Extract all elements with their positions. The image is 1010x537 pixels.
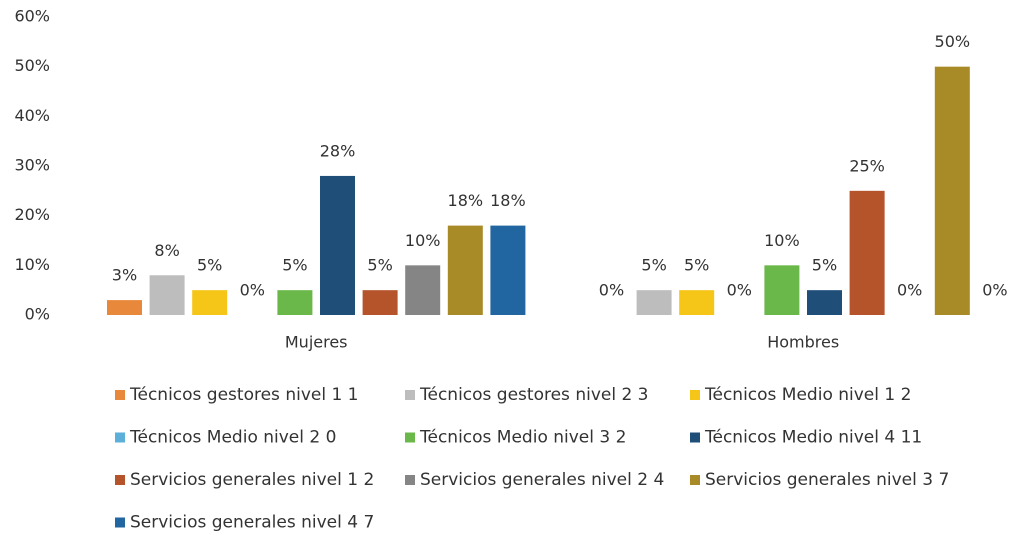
y-tick-label: 20% bbox=[14, 205, 50, 224]
legend-marker bbox=[405, 390, 415, 400]
legend-label: Técnicos Medio nivel 4 11 bbox=[704, 428, 922, 448]
data-label: 5% bbox=[367, 256, 392, 275]
legend-marker bbox=[115, 475, 125, 485]
legend-marker bbox=[690, 432, 700, 443]
data-label: 0% bbox=[599, 281, 624, 300]
bar bbox=[362, 290, 398, 315]
y-tick-label: 60% bbox=[14, 7, 50, 26]
bar bbox=[107, 300, 142, 315]
legend-marker bbox=[690, 475, 700, 485]
data-label: 5% bbox=[197, 256, 222, 275]
legend-label: Técnicos Medio nivel 1 2 bbox=[704, 385, 911, 405]
legend-marker bbox=[405, 475, 415, 485]
data-label: 0% bbox=[897, 281, 922, 300]
bar bbox=[807, 290, 842, 315]
bar bbox=[849, 190, 885, 315]
data-label: 10% bbox=[405, 231, 441, 250]
legend-marker bbox=[115, 390, 125, 400]
legend-label: Servicios generales nivel 3 7 bbox=[705, 470, 949, 490]
y-tick-label: 10% bbox=[14, 255, 50, 274]
data-label: 5% bbox=[684, 256, 709, 275]
bar bbox=[764, 265, 800, 315]
y-tick-label: 40% bbox=[14, 106, 50, 125]
legend-marker bbox=[115, 517, 125, 528]
legend-label: Servicios generales nivel 2 4 bbox=[420, 470, 664, 490]
bar bbox=[277, 290, 313, 315]
data-label: 5% bbox=[812, 256, 837, 275]
bar bbox=[405, 265, 441, 315]
bar bbox=[636, 290, 672, 315]
data-label: 10% bbox=[764, 231, 800, 250]
bar bbox=[490, 225, 526, 315]
y-tick-label: 30% bbox=[14, 156, 50, 175]
legend-label: Técnicos Medio nivel 2 0 bbox=[129, 428, 336, 448]
legend-marker bbox=[690, 390, 700, 400]
legend-label: Servicios generales nivel 1 2 bbox=[130, 470, 374, 490]
data-label: 0% bbox=[982, 281, 1007, 300]
bar bbox=[320, 175, 355, 315]
bar bbox=[192, 290, 228, 315]
data-label: 0% bbox=[240, 281, 265, 300]
x-tick-label: Mujeres bbox=[285, 333, 348, 352]
data-label: 18% bbox=[448, 191, 484, 210]
y-tick-label: 0% bbox=[25, 305, 50, 324]
legend-label: Técnicos gestores nivel 2 3 bbox=[419, 385, 649, 405]
data-label: 28% bbox=[320, 141, 356, 160]
bar bbox=[149, 275, 185, 315]
data-label: 25% bbox=[849, 156, 885, 175]
data-label: 0% bbox=[727, 281, 752, 300]
legend-label: Servicios generales nivel 4 7 bbox=[130, 513, 374, 533]
legend-label: Técnicos Medio nivel 3 2 bbox=[419, 428, 626, 448]
data-label: 5% bbox=[641, 256, 666, 275]
x-tick-label: Hombres bbox=[767, 333, 839, 352]
data-label: 5% bbox=[282, 256, 307, 275]
bar bbox=[934, 66, 970, 316]
y-tick-label: 50% bbox=[14, 56, 50, 75]
data-label: 50% bbox=[935, 32, 971, 51]
data-label: 8% bbox=[154, 241, 179, 260]
bar bbox=[447, 225, 483, 315]
legend-label: Técnicos gestores nivel 1 1 bbox=[129, 385, 359, 405]
data-label: 18% bbox=[490, 191, 526, 210]
bar bbox=[679, 290, 715, 315]
data-label: 3% bbox=[112, 266, 137, 285]
legend-marker bbox=[115, 432, 125, 443]
legend-marker bbox=[405, 432, 415, 443]
